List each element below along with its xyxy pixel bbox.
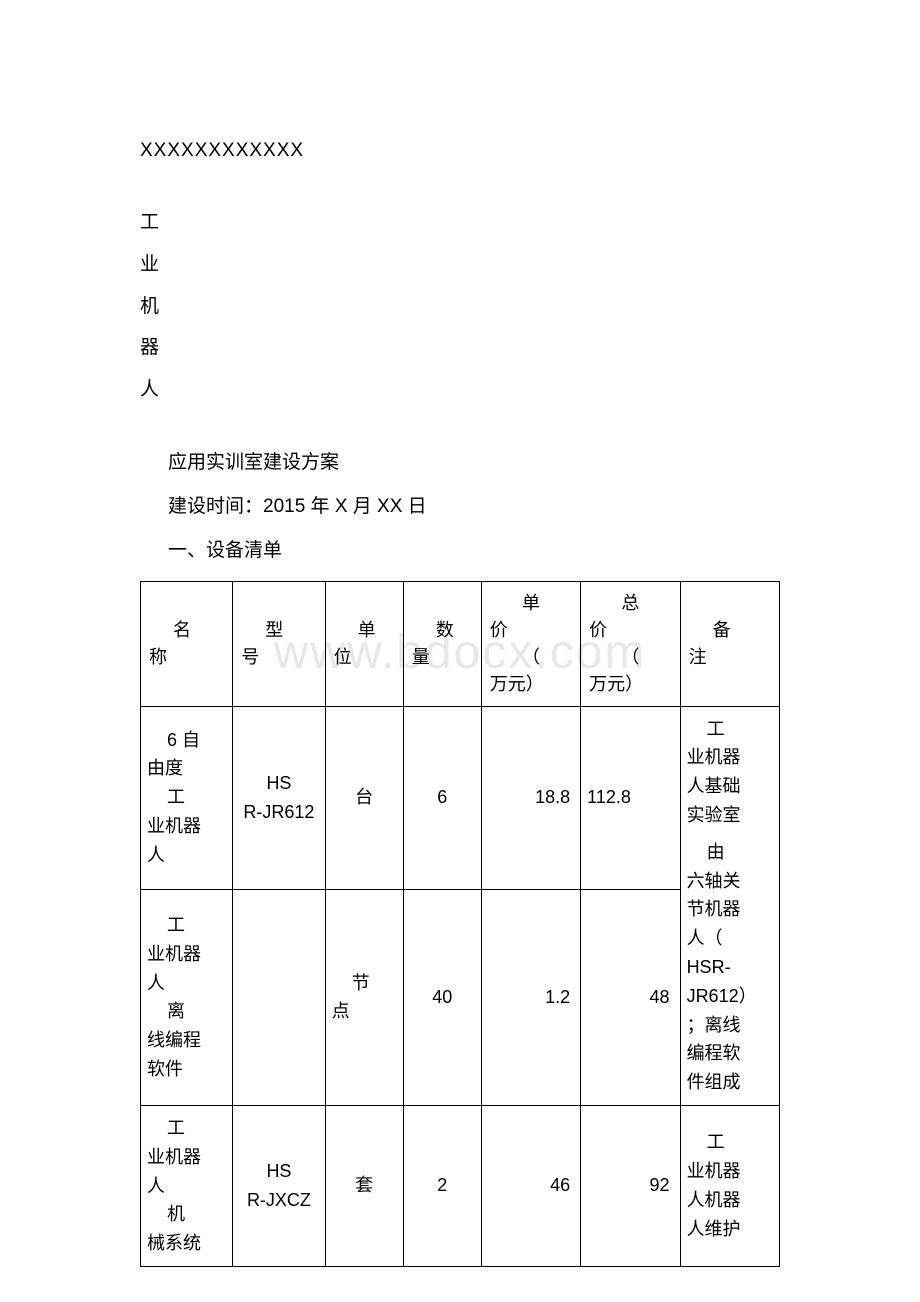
header-unit-price: 单 价 （ 万元） [481, 581, 580, 706]
table-row: 6 自 由度 工 业机器 人 HS R-JR612 台 6 18.8 112.8… [141, 706, 780, 889]
cell-model [233, 889, 325, 1105]
cell-unit-price: 1.2 [481, 889, 580, 1105]
cell-unit: 台 [325, 706, 403, 889]
cell-unit: 套 [325, 1105, 403, 1266]
header-name: 名 称 [141, 581, 233, 706]
cell-note: 工 业机器 人机器 人维护 [680, 1105, 779, 1266]
table-header-row: 名 称 型 号 单 位 数 量 单 价 （ 万元） 总 [141, 581, 780, 706]
header-note: 备 注 [680, 581, 779, 706]
header-qty: 数 量 [403, 581, 481, 706]
cell-total-price: 112.8 [581, 706, 680, 889]
cell-total-price: 92 [581, 1105, 680, 1266]
cell-unit-price: 18.8 [481, 706, 580, 889]
cell-qty: 6 [403, 706, 481, 889]
cell-unit: 节 点 [325, 889, 403, 1105]
header-total-price: 总 价 （ 万元） [581, 581, 680, 706]
cell-qty: 2 [403, 1105, 481, 1266]
cell-name: 工 业机器 人 机 械系统 [141, 1105, 233, 1266]
vertical-title: 工 业 机 器 人 [140, 202, 780, 411]
subtitle-line-2: 建设时间：2015 年 X 月 XX 日 [140, 490, 780, 524]
cell-name: 6 自 由度 工 业机器 人 [141, 706, 233, 889]
cell-model: HS R-JR612 [233, 706, 325, 889]
cell-name: 工 业机器 人 离 线编程 软件 [141, 889, 233, 1105]
section-heading: 一、设备清单 [140, 534, 780, 568]
cell-note: 工 业机器 人基础 实验室 由 六轴关 节机器 人（ HSR- JR612） ；… [680, 706, 779, 1105]
header-unit: 单 位 [325, 581, 403, 706]
cell-model: HS R-JXCZ [233, 1105, 325, 1266]
equipment-table: 名 称 型 号 单 位 数 量 单 价 （ 万元） 总 [140, 581, 780, 1267]
vertical-char-5: 人 [140, 369, 780, 411]
cell-total-price: 48 [581, 889, 680, 1105]
company-header: XXXXXXXXXXXX [140, 140, 780, 162]
vertical-char-2: 业 [140, 244, 780, 286]
subtitle-line-1: 应用实训室建设方案 [140, 446, 780, 480]
cell-qty: 40 [403, 889, 481, 1105]
cell-unit-price: 46 [481, 1105, 580, 1266]
vertical-char-4: 器 [140, 327, 780, 369]
table-row: 工 业机器 人 机 械系统 HS R-JXCZ 套 2 46 92 工 业机器 … [141, 1105, 780, 1266]
vertical-char-3: 机 [140, 286, 780, 328]
vertical-char-1: 工 [140, 202, 780, 244]
header-model: 型 号 [233, 581, 325, 706]
